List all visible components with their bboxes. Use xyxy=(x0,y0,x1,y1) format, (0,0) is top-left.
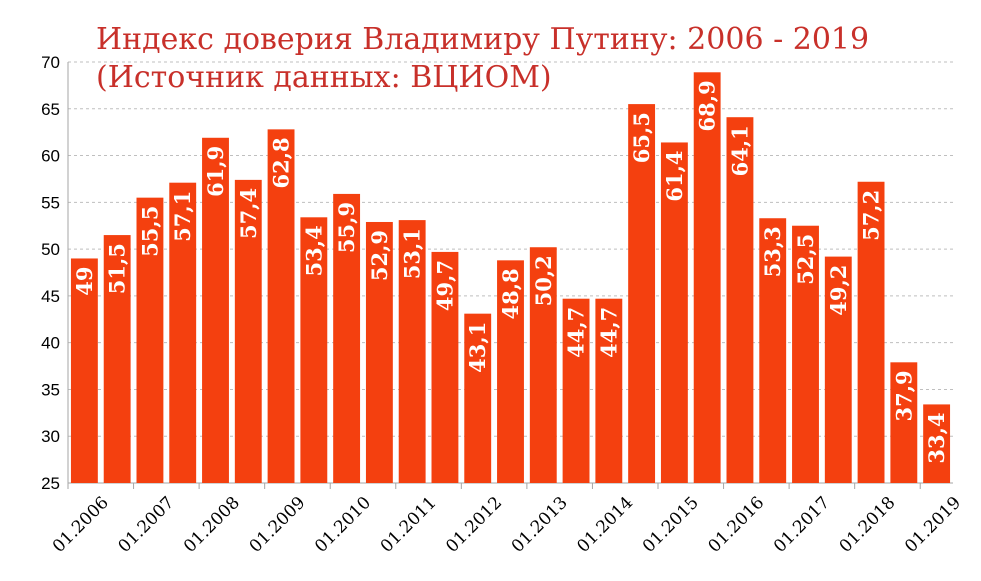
bar xyxy=(300,217,328,483)
y-tick-label: 40 xyxy=(41,334,60,353)
bar xyxy=(923,404,951,483)
bar-value-label: 53,3 xyxy=(760,226,785,277)
bar xyxy=(759,218,787,483)
bar xyxy=(365,221,393,484)
y-tick-label: 30 xyxy=(41,427,60,446)
x-tick-label: 01.2007 xyxy=(114,493,178,557)
bar-value-label: 55,5 xyxy=(137,206,162,257)
x-tick-label: 01.2018 xyxy=(836,493,900,557)
bar-value-label: 61,9 xyxy=(203,146,228,197)
x-tick-label: 01.2012 xyxy=(442,493,506,557)
bar-value-label: 49,2 xyxy=(826,265,851,316)
y-tick-label: 55 xyxy=(41,193,60,212)
y-tick-label: 70 xyxy=(41,53,60,72)
bar-value-label: 49 xyxy=(72,266,97,295)
bar xyxy=(202,137,229,483)
bar xyxy=(136,197,164,483)
bar-value-label: 68,9 xyxy=(695,80,720,131)
bar-value-label: 43,1 xyxy=(465,322,490,373)
bar xyxy=(562,298,590,483)
x-tick-label: 01.2015 xyxy=(639,493,703,557)
x-tick-label: 01.2009 xyxy=(246,493,310,557)
bar xyxy=(169,182,197,484)
bar-value-label: 57,1 xyxy=(170,191,195,242)
x-tick-label: 01.2019 xyxy=(901,493,965,557)
x-tick-label: 01.2017 xyxy=(770,493,834,557)
bar xyxy=(333,193,361,483)
bar xyxy=(693,72,721,484)
bar xyxy=(103,235,131,483)
y-tick-label: 45 xyxy=(41,287,60,306)
y-tick-label: 50 xyxy=(41,240,60,259)
bar xyxy=(464,313,492,483)
bar xyxy=(628,104,656,483)
bar xyxy=(824,256,852,483)
bar xyxy=(890,362,918,483)
x-tick-label: 01.2013 xyxy=(508,493,572,557)
chart-subtitle: (Источник данных: ВЦИОМ) xyxy=(96,60,552,95)
y-tick-label: 35 xyxy=(41,380,60,399)
y-tick-label: 60 xyxy=(41,147,60,166)
bar-value-label: 55,9 xyxy=(334,202,359,253)
bar-value-label: 51,5 xyxy=(105,243,130,294)
bar xyxy=(726,117,754,483)
x-tick-label: 01.2010 xyxy=(311,493,375,557)
bar-value-label: 65,5 xyxy=(629,112,654,163)
bar xyxy=(529,247,557,483)
y-tick-label: 65 xyxy=(41,100,60,119)
bar-value-label: 50,2 xyxy=(531,255,556,306)
y-tick-label: 25 xyxy=(41,474,60,493)
bar xyxy=(398,220,426,483)
x-tick-label: 01.2011 xyxy=(377,493,441,557)
bar-value-label: 52,5 xyxy=(793,234,818,285)
bar xyxy=(792,225,819,483)
x-tick-label: 01.2006 xyxy=(49,493,113,557)
bar-value-label: 53,4 xyxy=(301,225,326,276)
bar-value-label: 44,7 xyxy=(596,307,621,358)
bar-value-label: 37,9 xyxy=(891,370,916,421)
bar-value-label: 57,2 xyxy=(859,190,884,241)
bar xyxy=(431,251,459,483)
x-tick-label: 01.2008 xyxy=(180,493,244,557)
x-tick-label: 01.2016 xyxy=(704,493,768,557)
x-tick-label: 01.2014 xyxy=(573,493,637,557)
bar xyxy=(595,298,623,483)
bar-value-label: 49,7 xyxy=(432,260,457,311)
bar xyxy=(857,181,885,484)
bar xyxy=(267,129,295,484)
bar-value-label: 44,7 xyxy=(564,307,589,358)
chart-title: Индекс доверия Владимиру Путину: 2006 - … xyxy=(96,22,870,57)
bar xyxy=(660,142,688,484)
bar-value-label: 33,4 xyxy=(924,412,949,463)
bar xyxy=(497,260,524,483)
bar-value-label: 53,1 xyxy=(400,228,425,279)
bar-value-label: 52,9 xyxy=(367,230,392,281)
bar-value-label: 64,1 xyxy=(727,125,752,176)
bar-value-label: 48,8 xyxy=(498,268,523,319)
bar xyxy=(70,258,98,483)
bar-value-label: 61,4 xyxy=(662,150,687,201)
bar-value-label: 57,4 xyxy=(236,188,261,239)
bar xyxy=(234,179,262,483)
bar-value-label: 62,8 xyxy=(269,137,294,188)
